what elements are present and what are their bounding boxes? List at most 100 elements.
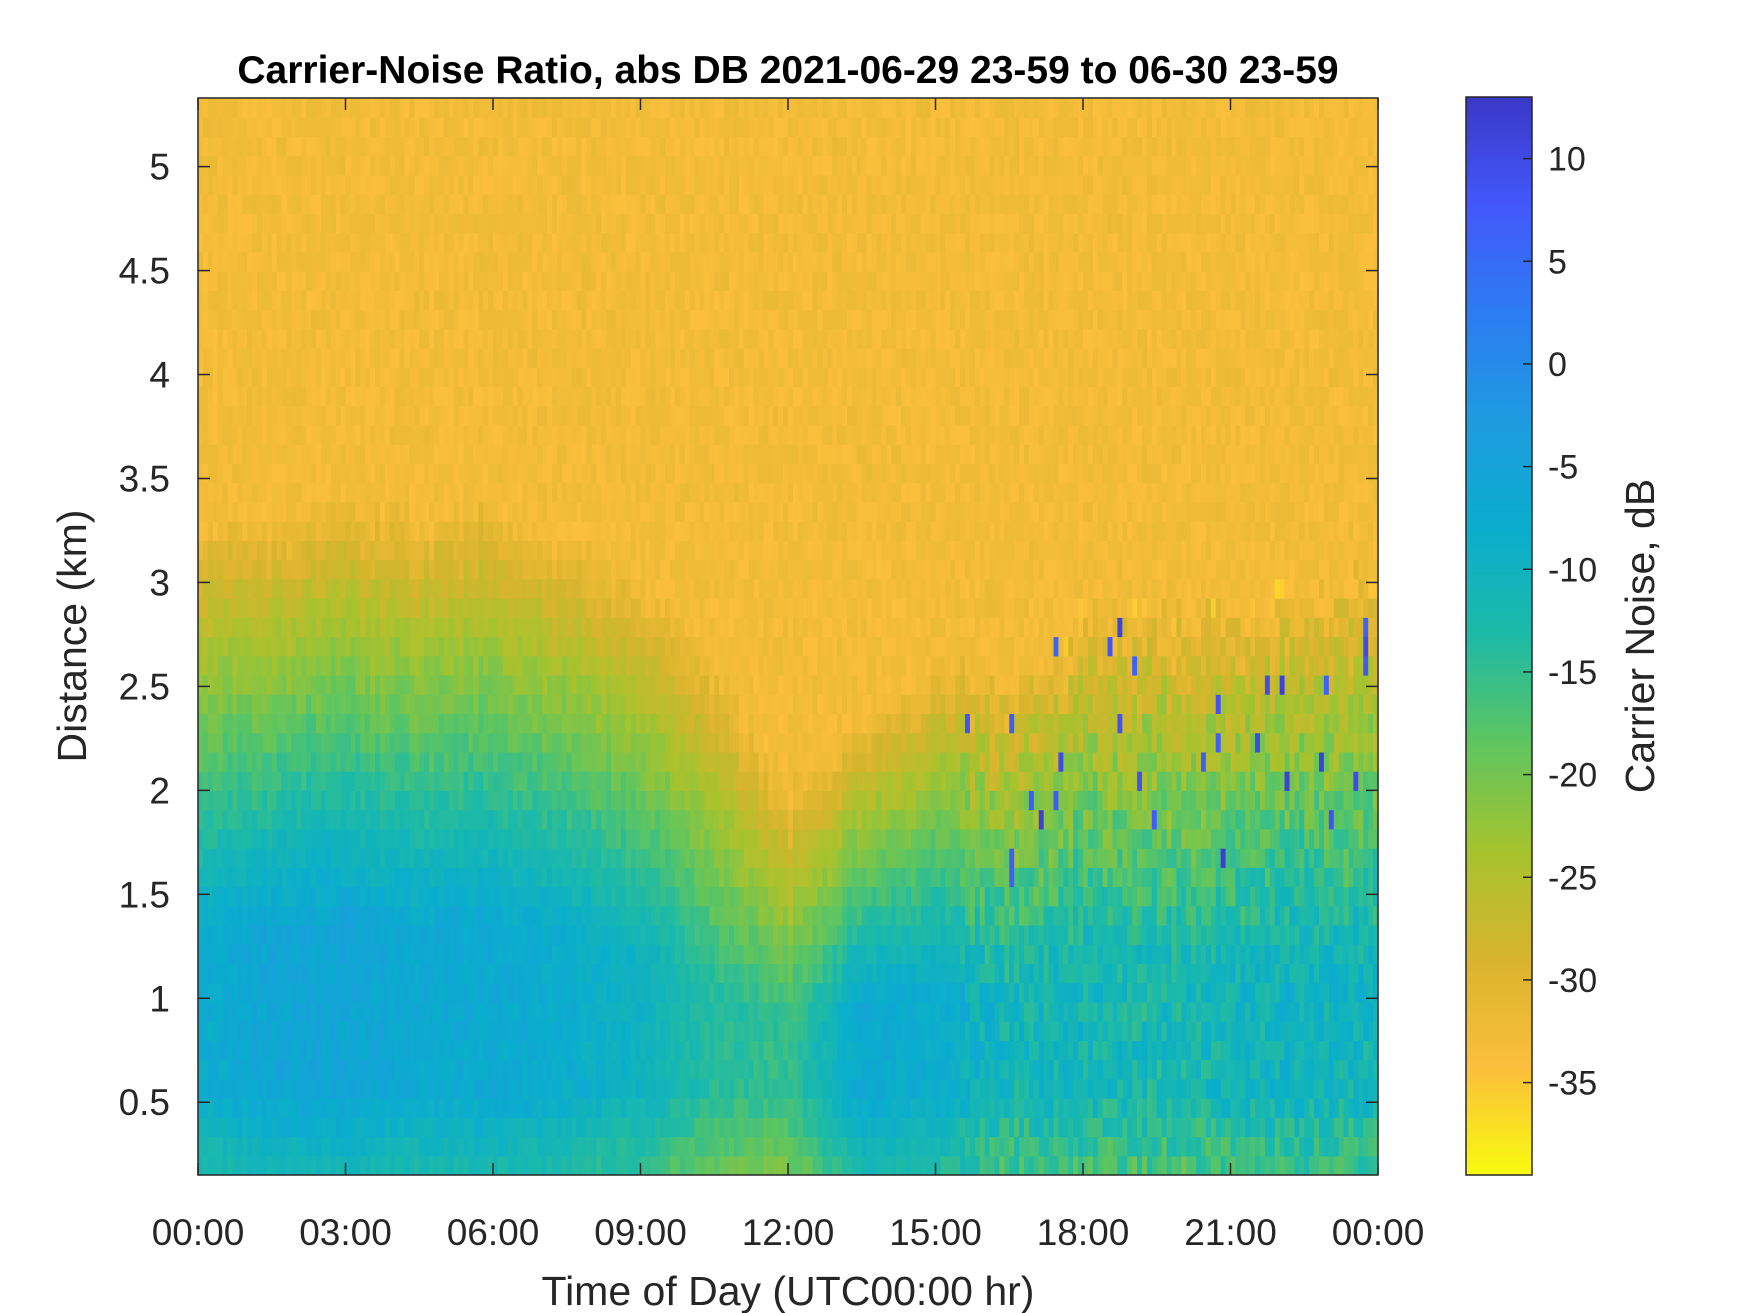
heatmap-cell	[296, 1117, 302, 1138]
heatmap-cell	[311, 309, 317, 330]
heatmap-cell	[311, 482, 317, 503]
heatmap-cell	[316, 790, 322, 811]
heatmap-cell	[330, 1078, 337, 1099]
heatmap-cell	[316, 174, 322, 195]
heatmap-cell	[212, 117, 219, 138]
heatmap-cell	[473, 328, 479, 349]
heatmap-cell	[527, 578, 533, 599]
heatmap-cell	[217, 271, 224, 291]
heatmap-cell	[547, 636, 553, 657]
heatmap-cell	[370, 1021, 376, 1041]
heatmap-cell	[242, 463, 248, 484]
heatmap-cell	[222, 674, 229, 695]
heatmap-cell	[463, 655, 470, 676]
heatmap-cell	[493, 578, 499, 599]
heatmap-cell	[507, 1117, 514, 1138]
heatmap-cell	[257, 598, 263, 618]
heatmap-cell	[198, 521, 204, 541]
heatmap-cell	[335, 1136, 342, 1157]
heatmap-cell	[522, 367, 529, 388]
heatmap-cell	[591, 771, 597, 791]
heatmap-cell	[350, 424, 356, 445]
heatmap-cell	[453, 1098, 460, 1118]
heatmap-cell	[527, 136, 533, 157]
heatmap-cell	[291, 98, 297, 118]
heatmap-cell	[502, 213, 509, 234]
heatmap-cell	[591, 559, 597, 580]
heatmap-cell	[581, 924, 588, 945]
heatmap-cell	[360, 559, 366, 580]
heatmap-cell	[429, 694, 435, 715]
heatmap-cell	[532, 1078, 538, 1099]
heatmap-cell	[335, 905, 342, 926]
heatmap-cell	[286, 944, 293, 965]
heatmap-cell	[522, 790, 529, 811]
heatmap-cell	[409, 886, 415, 907]
heatmap-cell	[350, 386, 356, 407]
heatmap-cell	[478, 232, 484, 253]
heatmap-cell	[384, 751, 391, 772]
heatmap-cell	[586, 713, 592, 734]
heatmap-cell	[478, 598, 484, 618]
heatmap-cell	[320, 1136, 327, 1157]
heatmap-cell	[620, 271, 627, 291]
heatmap-cell	[301, 848, 307, 868]
heatmap-cell	[237, 1117, 243, 1138]
heatmap-cell	[556, 944, 563, 965]
heatmap-cell	[615, 309, 622, 330]
heatmap-cell	[571, 328, 578, 349]
heatmap-cell	[606, 213, 612, 234]
heatmap-cell	[404, 867, 411, 888]
heatmap-cell	[596, 905, 602, 926]
heatmap-cell	[345, 924, 352, 945]
heatmap-cell	[335, 771, 342, 791]
heatmap-cell	[399, 1059, 406, 1080]
heatmap-cell	[409, 732, 415, 753]
heatmap-cell	[384, 444, 391, 465]
heatmap-cell	[591, 482, 597, 503]
heatmap-cell	[212, 1078, 219, 1099]
heatmap-cell	[532, 867, 538, 888]
heatmap-cell	[409, 790, 415, 811]
heatmap-cell	[345, 963, 352, 984]
heatmap-cell	[306, 1117, 312, 1138]
heatmap-cell	[222, 655, 229, 676]
heatmap-cell	[438, 809, 445, 830]
heatmap-cell	[306, 924, 312, 945]
heatmap-cell	[576, 1136, 583, 1157]
heatmap-cell	[340, 405, 347, 426]
heatmap-cell	[281, 1001, 288, 1022]
heatmap-cell	[601, 194, 607, 214]
heatmap-cell	[365, 386, 371, 407]
heatmap-cell	[483, 367, 489, 388]
heatmap-cell	[207, 309, 214, 330]
heatmap-cell	[493, 1021, 499, 1041]
heatmap-cell	[561, 213, 568, 234]
heatmap-cell	[620, 194, 627, 214]
heatmap-cell	[429, 578, 435, 599]
heatmap-cell	[198, 867, 204, 888]
heatmap-cell	[591, 790, 597, 811]
heatmap-cell	[478, 1117, 484, 1138]
heatmap-cell	[473, 732, 479, 753]
heatmap-cell	[448, 290, 455, 311]
heatmap-cell	[355, 713, 361, 734]
heatmap-cell	[286, 424, 293, 445]
heatmap-cell	[625, 944, 632, 965]
heatmap-cell	[611, 905, 617, 926]
heatmap-cell	[497, 674, 504, 695]
heatmap-cell	[453, 463, 460, 484]
heatmap-cell	[625, 790, 632, 811]
heatmap-cell	[257, 155, 263, 176]
heatmap-cell	[281, 924, 288, 945]
heatmap-cell	[370, 924, 376, 945]
heatmap-cell	[566, 598, 573, 618]
heatmap-cell	[473, 598, 479, 618]
heatmap-cell	[198, 905, 204, 926]
heatmap-cell	[517, 1040, 524, 1061]
heatmap-cell	[473, 886, 479, 907]
heatmap-cell	[488, 405, 494, 426]
heatmap-cell	[537, 1001, 543, 1022]
heatmap-cell	[537, 1040, 543, 1061]
heatmap-cell	[212, 405, 219, 426]
